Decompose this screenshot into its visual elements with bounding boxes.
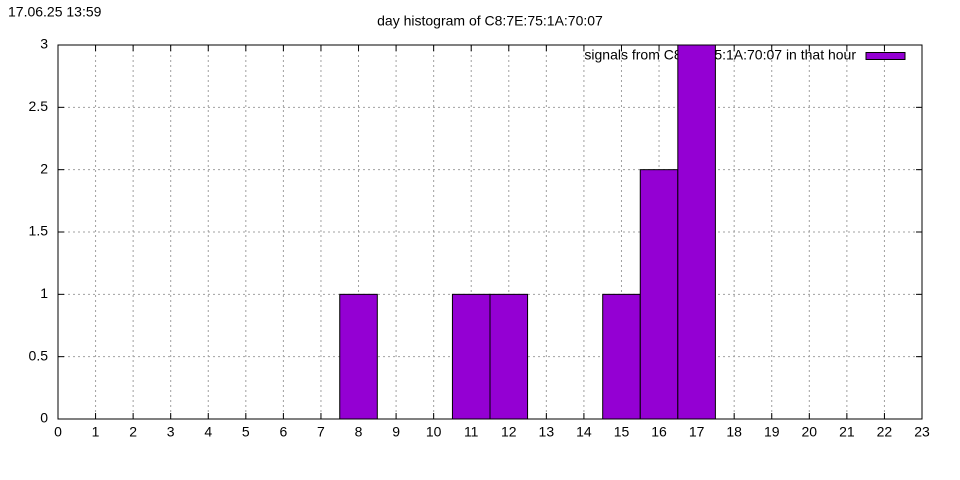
legend-label: signals from C8:7E:75:1A:70:07 in that h… (584, 47, 856, 63)
x-tick-label: 17 (689, 424, 705, 440)
y-tick-label: 0 (40, 410, 48, 426)
y-tick-label: 3 (40, 36, 48, 52)
bar (339, 293, 378, 420)
bar (677, 44, 716, 420)
x-tick-label: 12 (501, 424, 517, 440)
x-tick-label: 6 (279, 424, 287, 440)
y-tick-label: 1.5 (29, 223, 49, 239)
x-tick-label: 15 (614, 424, 630, 440)
bar (602, 293, 641, 420)
y-tick-label: 2.5 (29, 98, 49, 114)
x-tick-label: 3 (167, 424, 175, 440)
x-tick-label: 13 (539, 424, 555, 440)
x-tick-label: 10 (426, 424, 442, 440)
bar (489, 293, 529, 420)
bar (639, 169, 679, 420)
x-tick-label: 2 (129, 424, 137, 440)
x-tick-label: 16 (651, 424, 667, 440)
chart-title: day histogram of C8:7E:75:1A:70:07 (377, 13, 603, 29)
x-tick-label: 14 (576, 424, 592, 440)
x-tick-label: 9 (392, 424, 400, 440)
x-tick-label: 4 (204, 424, 212, 440)
x-tick-label: 22 (877, 424, 893, 440)
x-tick-label: 11 (464, 424, 479, 440)
x-tick-label: 7 (317, 424, 325, 440)
y-tick-label: 2 (40, 160, 48, 176)
x-tick-label: 18 (726, 424, 742, 440)
x-tick-label: 21 (839, 424, 855, 440)
x-tick-label: 19 (764, 424, 780, 440)
y-tick-label: 0.5 (29, 347, 49, 363)
x-tick-label: 0 (54, 424, 62, 440)
y-tick-label: 1 (40, 285, 48, 301)
legend-swatch (865, 52, 906, 60)
x-tick-label: 8 (355, 424, 363, 440)
bar (451, 293, 491, 420)
x-tick-label: 23 (914, 424, 930, 440)
x-tick-label: 5 (242, 424, 250, 440)
plot-border (57, 44, 923, 420)
timestamp: 17.06.25 13:59 (8, 4, 102, 20)
x-tick-label: 20 (802, 424, 818, 440)
x-tick-label: 1 (92, 424, 100, 440)
